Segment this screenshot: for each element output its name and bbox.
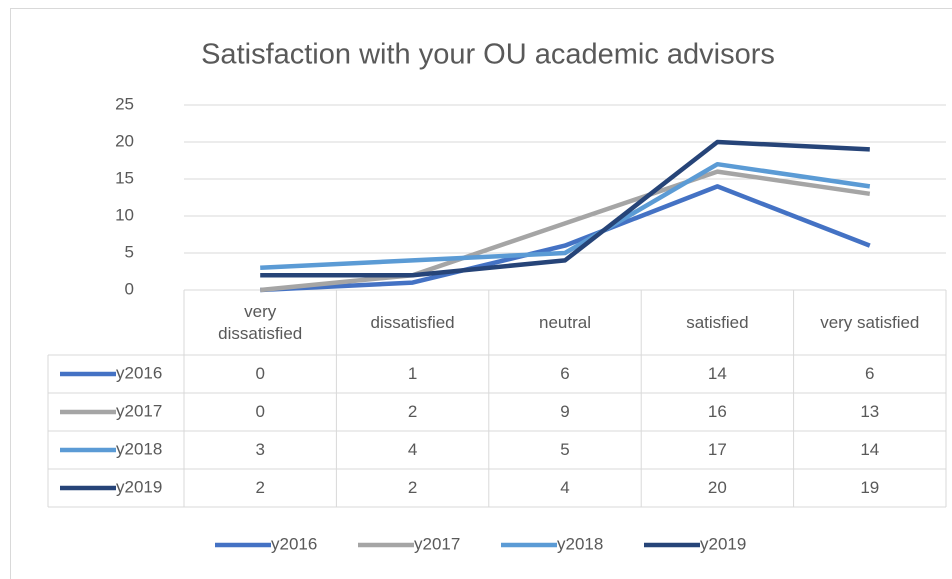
- series-line: [259, 169, 871, 293]
- legend-label: y2018: [557, 534, 603, 553]
- table-value: 19: [860, 478, 880, 497]
- table-value: 6: [560, 364, 570, 383]
- table-value: 17: [707, 440, 727, 459]
- table-value: 6: [865, 364, 875, 383]
- row-label: y2019: [116, 477, 162, 496]
- table-value: 2: [407, 402, 418, 421]
- table-value: 16: [707, 402, 727, 421]
- y-tick-label: 25: [115, 94, 134, 113]
- table-value: 14: [707, 364, 727, 383]
- chart-frame: [10, 8, 952, 579]
- table-value: 9: [560, 402, 570, 421]
- table-value: 13: [860, 402, 880, 421]
- legend-label: y2019: [700, 534, 746, 553]
- table-value: 0: [255, 402, 265, 421]
- table-value: 1: [407, 364, 418, 383]
- y-tick-label: 15: [115, 168, 134, 187]
- series-line: [260, 139, 870, 278]
- table-value: 0: [255, 364, 265, 383]
- row-label: y2017: [116, 401, 162, 420]
- table-value: 5: [560, 440, 570, 459]
- category-label: neutral: [539, 312, 591, 332]
- series-line: [260, 184, 871, 293]
- legend-label: y2017: [414, 534, 460, 553]
- category-label: very dissatisfied: [218, 301, 303, 343]
- table-value: 2: [255, 478, 265, 497]
- category-label: dissatisfied: [370, 312, 455, 332]
- legend-label: y2016: [271, 534, 317, 553]
- table-value: 20: [707, 478, 727, 497]
- y-tick-label: 5: [125, 242, 134, 261]
- row-label: y2018: [116, 439, 162, 458]
- table-value: 3: [255, 440, 265, 459]
- row-label: y2016: [116, 363, 162, 382]
- table-value: 14: [860, 440, 880, 459]
- series-line: [260, 161, 871, 271]
- table-value: 4: [560, 478, 570, 497]
- table-value: 4: [407, 440, 418, 459]
- table-value: 2: [407, 478, 418, 497]
- chart-title: Satisfaction with your OU academic advis…: [201, 39, 775, 71]
- y-tick-label: 10: [115, 205, 134, 224]
- y-tick-label: 0: [125, 279, 134, 298]
- category-label: satisfied: [686, 312, 749, 332]
- category-label: very satisfied: [820, 312, 920, 332]
- y-tick-label: 20: [115, 131, 134, 150]
